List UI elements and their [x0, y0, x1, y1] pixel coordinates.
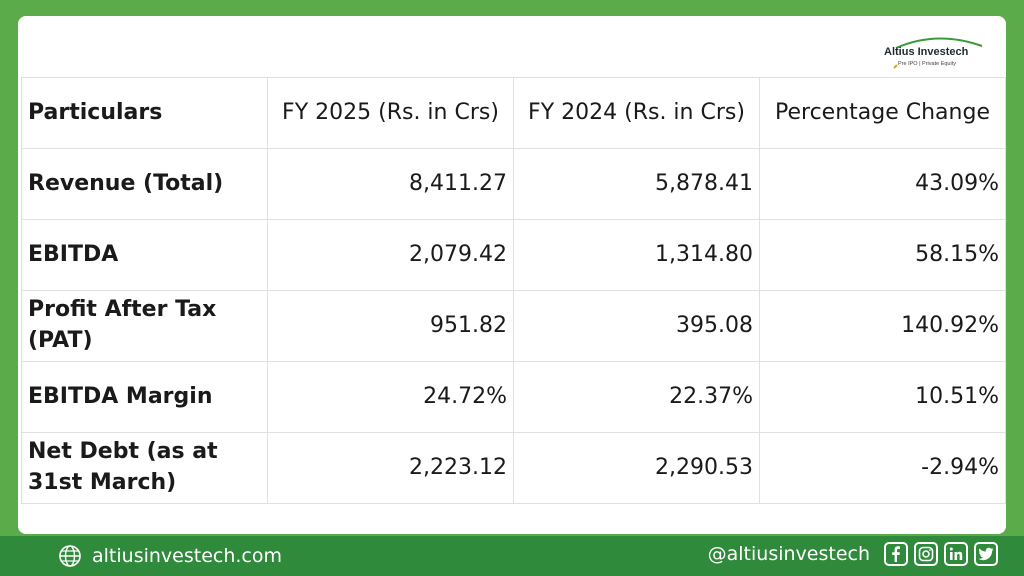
social-links: @altiusinvestech [708, 542, 998, 566]
header-particulars: Particulars [21, 77, 268, 149]
logo-tagline: Pre IPO | Private Equity [898, 61, 956, 67]
brand-logo: Altius Investech Pre IPO | Private Equit… [882, 34, 992, 80]
cell-fy2024: 5,878.41 [513, 148, 760, 220]
row-label: Net Debt (as at 31st March) [21, 432, 268, 504]
row-label: Revenue (Total) [21, 148, 268, 220]
table-row: EBITDA 2,079.42 1,314.80 58.15% [21, 219, 1006, 291]
cell-change: 140.92% [759, 290, 1006, 362]
social-handle: @altiusinvestech [707, 543, 870, 565]
table-row: Profit After Tax (PAT) 951.82 395.08 140… [21, 290, 1006, 362]
cell-change: 10.51% [759, 361, 1006, 433]
table-row: EBITDA Margin 24.72% 22.37% 10.51% [21, 361, 1006, 433]
footer-bar: altiusinvestech.com @altiusinvestech [0, 536, 1024, 576]
logo-arc-icon [893, 37, 983, 69]
table-row: Net Debt (as at 31st March) 2,223.12 2,2… [21, 432, 1006, 504]
cell-fy2024: 22.37% [513, 361, 760, 433]
cell-fy2025: 2,223.12 [267, 432, 514, 504]
logo-name: Altius Investech [884, 46, 969, 58]
financials-table: Particulars FY 2025 (Rs. in Crs) FY 2024… [21, 77, 1006, 504]
facebook-icon[interactable] [884, 542, 908, 566]
cell-change: -2.94% [759, 432, 1006, 504]
cell-fy2025: 8,411.27 [267, 148, 514, 220]
globe-icon [59, 545, 81, 567]
header-fy2025: FY 2025 (Rs. in Crs) [267, 77, 514, 149]
cell-fy2025: 951.82 [267, 290, 514, 362]
website-link[interactable]: altiusinvestech.com [58, 544, 282, 568]
twitter-icon[interactable] [974, 542, 998, 566]
header-percentage-change: Percentage Change [759, 77, 1006, 149]
table-row: Revenue (Total) 8,411.27 5,878.41 43.09% [21, 148, 1006, 220]
row-label: EBITDA [21, 219, 268, 291]
table-header-row: Particulars FY 2025 (Rs. in Crs) FY 2024… [21, 77, 1006, 149]
website-text: altiusinvestech.com [92, 545, 282, 567]
cell-change: 43.09% [759, 148, 1006, 220]
linkedin-icon[interactable] [944, 542, 968, 566]
cell-fy2025: 24.72% [267, 361, 514, 433]
row-label: EBITDA Margin [21, 361, 268, 433]
cell-fy2024: 2,290.53 [513, 432, 760, 504]
content-card: Altius Investech Pre IPO | Private Equit… [18, 16, 1006, 534]
cell-fy2024: 1,314.80 [513, 219, 760, 291]
cell-fy2025: 2,079.42 [267, 219, 514, 291]
cell-change: 58.15% [759, 219, 1006, 291]
header-fy2024: FY 2024 (Rs. in Crs) [513, 77, 760, 149]
cell-fy2024: 395.08 [513, 290, 760, 362]
row-label: Profit After Tax (PAT) [21, 290, 268, 362]
instagram-icon[interactable] [914, 542, 938, 566]
